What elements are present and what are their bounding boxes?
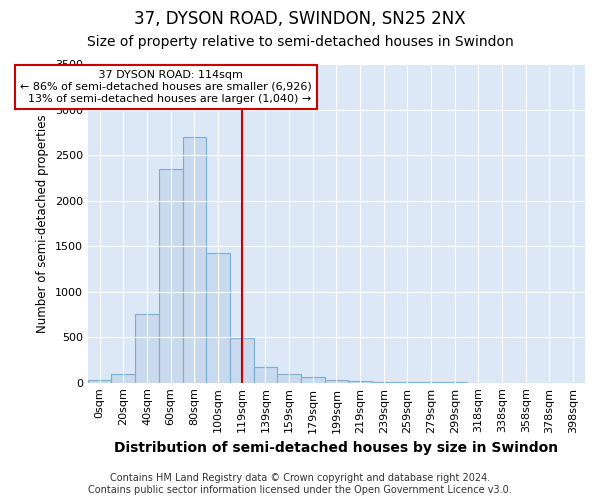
- Bar: [348, 381, 372, 382]
- Bar: [182, 137, 206, 382]
- Text: Size of property relative to semi-detached houses in Swindon: Size of property relative to semi-detach…: [86, 35, 514, 49]
- Bar: [277, 374, 301, 382]
- Bar: [88, 380, 112, 382]
- Bar: [301, 377, 325, 382]
- Bar: [254, 366, 277, 382]
- Text: 37 DYSON ROAD: 114sqm
← 86% of semi-detached houses are smaller (6,926)
  13% of: 37 DYSON ROAD: 114sqm ← 86% of semi-deta…: [20, 70, 312, 104]
- Text: Contains HM Land Registry data © Crown copyright and database right 2024.
Contai: Contains HM Land Registry data © Crown c…: [88, 474, 512, 495]
- Bar: [159, 168, 182, 382]
- Y-axis label: Number of semi-detached properties: Number of semi-detached properties: [36, 114, 49, 332]
- Bar: [206, 254, 230, 382]
- Bar: [230, 338, 254, 382]
- Bar: [135, 314, 159, 382]
- Text: 37, DYSON ROAD, SWINDON, SN25 2NX: 37, DYSON ROAD, SWINDON, SN25 2NX: [134, 10, 466, 28]
- Bar: [112, 374, 135, 382]
- Bar: [325, 380, 348, 382]
- X-axis label: Distribution of semi-detached houses by size in Swindon: Distribution of semi-detached houses by …: [115, 441, 559, 455]
